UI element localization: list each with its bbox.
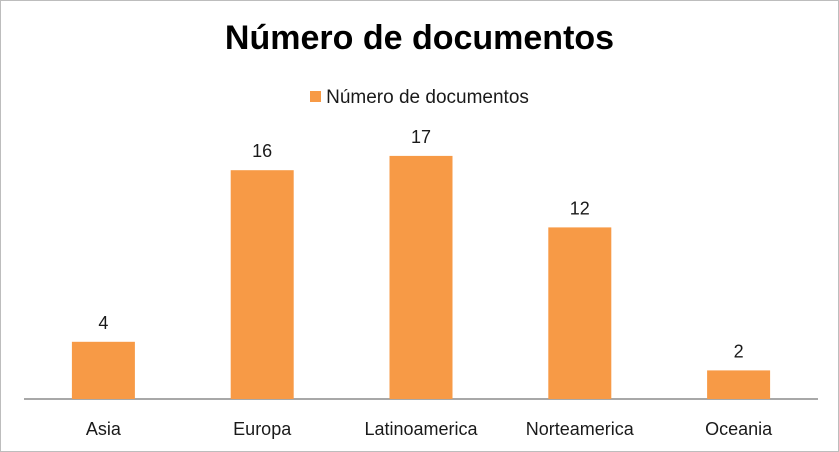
bar-oceania bbox=[707, 370, 771, 399]
bar-norteamerica bbox=[548, 227, 612, 399]
data-label-asia: 4 bbox=[98, 313, 108, 333]
data-labels-layer: 4 16 17 12 2 bbox=[98, 127, 743, 362]
data-label-latinoamerica: 17 bbox=[411, 127, 431, 147]
data-label-norteamerica: 12 bbox=[570, 198, 590, 218]
x-tick-label-norteamerica: Norteamerica bbox=[526, 419, 635, 439]
data-label-oceania: 2 bbox=[734, 341, 744, 361]
legend-swatch bbox=[310, 91, 322, 102]
bar-latinoamerica bbox=[389, 155, 453, 399]
x-tick-label-latinoamerica: Latinoamerica bbox=[364, 419, 478, 439]
x-tick-labels-layer: Asia Europa Latinoamerica Norteamerica Ocean… bbox=[86, 419, 773, 439]
bars-layer bbox=[71, 155, 771, 399]
x-tick-label-europa: Europa bbox=[233, 419, 292, 439]
data-label-europa: 16 bbox=[252, 141, 272, 161]
bar-europa bbox=[230, 170, 294, 399]
bar-asia bbox=[71, 341, 135, 399]
legend-label: Número de documentos bbox=[326, 87, 529, 108]
x-tick-label-oceania: Oceania bbox=[705, 419, 773, 439]
chart-title: Número de documentos bbox=[224, 19, 615, 57]
x-tick-label-asia: Asia bbox=[86, 419, 122, 439]
legend: Número de documentos bbox=[1, 87, 838, 109]
